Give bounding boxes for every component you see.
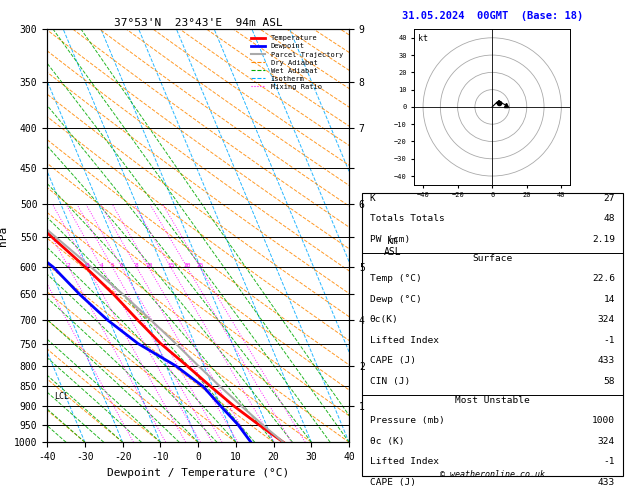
Text: 31.05.2024  00GMT  (Base: 18): 31.05.2024 00GMT (Base: 18) <box>401 11 583 20</box>
Text: 27: 27 <box>603 194 615 203</box>
Text: Dewp (°C): Dewp (°C) <box>369 295 421 304</box>
Text: 58: 58 <box>603 377 615 386</box>
Text: 15: 15 <box>167 262 175 268</box>
Text: PW (cm): PW (cm) <box>369 235 409 244</box>
Text: Lifted Index: Lifted Index <box>369 336 438 345</box>
Text: 5: 5 <box>111 262 114 268</box>
Text: CAPE (J): CAPE (J) <box>369 356 416 365</box>
Text: θc(K): θc(K) <box>369 315 398 324</box>
Text: 25: 25 <box>196 262 204 268</box>
Text: Most Unstable: Most Unstable <box>455 396 530 405</box>
Text: LCL: LCL <box>54 392 69 401</box>
Text: 1000: 1000 <box>592 417 615 425</box>
Text: 2.19: 2.19 <box>592 235 615 244</box>
Text: Lifted Index: Lifted Index <box>369 457 438 467</box>
Text: 433: 433 <box>598 356 615 365</box>
Text: 3: 3 <box>86 262 89 268</box>
Text: 4: 4 <box>99 262 103 268</box>
Text: © weatheronline.co.uk: © weatheronline.co.uk <box>440 470 545 479</box>
Text: 14: 14 <box>603 295 615 304</box>
Text: 2: 2 <box>67 262 70 268</box>
Text: 324: 324 <box>598 315 615 324</box>
Text: 48: 48 <box>603 214 615 224</box>
Text: 10: 10 <box>145 262 152 268</box>
Text: Temp (°C): Temp (°C) <box>369 275 421 283</box>
Legend: Temperature, Dewpoint, Parcel Trajectory, Dry Adiabat, Wet Adiabat, Isotherm, Mi: Temperature, Dewpoint, Parcel Trajectory… <box>248 33 345 93</box>
Text: CAPE (J): CAPE (J) <box>369 478 416 486</box>
Text: K: K <box>369 194 376 203</box>
Text: -1: -1 <box>603 457 615 467</box>
Title: 37°53'N  23°43'E  94m ASL: 37°53'N 23°43'E 94m ASL <box>114 18 282 28</box>
Y-axis label: hPa: hPa <box>0 226 8 246</box>
Text: 22.6: 22.6 <box>592 275 615 283</box>
Text: 433: 433 <box>598 478 615 486</box>
Text: 8: 8 <box>135 262 138 268</box>
Y-axis label: km
ASL: km ASL <box>384 236 401 257</box>
Text: 6: 6 <box>120 262 124 268</box>
Text: θc (K): θc (K) <box>369 437 404 446</box>
Text: Pressure (mb): Pressure (mb) <box>369 417 444 425</box>
Text: -1: -1 <box>603 336 615 345</box>
X-axis label: Dewpoint / Temperature (°C): Dewpoint / Temperature (°C) <box>107 468 289 478</box>
Text: CIN (J): CIN (J) <box>369 377 409 386</box>
Text: Surface: Surface <box>472 254 512 263</box>
Text: Totals Totals: Totals Totals <box>369 214 444 224</box>
Text: 324: 324 <box>598 437 615 446</box>
Text: kt: kt <box>418 35 428 43</box>
Text: 20: 20 <box>184 262 191 268</box>
